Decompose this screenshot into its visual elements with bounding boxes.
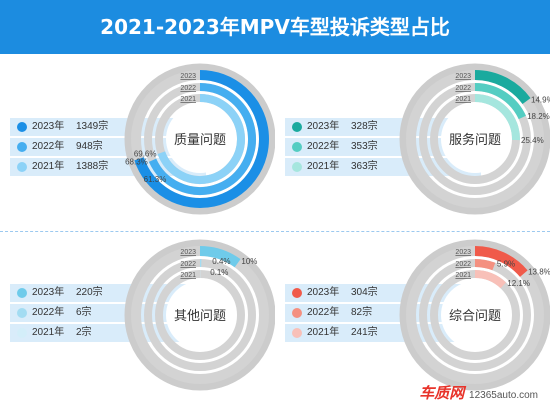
ring-arc-2023 [474,70,531,105]
legend-swatch [17,308,27,318]
percent-label: 12.1% [507,279,530,288]
legend-year: 2023年 [32,121,65,132]
legend-swatch [17,162,27,172]
ring-year-tag: 2021 [180,272,196,279]
legend-year: 2021年 [307,327,340,338]
legend-swatch [292,142,302,152]
ring-year-tag: 2023 [455,73,471,80]
ring-arc-2023 [134,70,269,208]
ring-year-tag: 2022 [180,85,196,92]
percent-label: 18.2% [527,112,550,121]
ring-year-tag: 2022 [455,261,471,268]
outer-track-ring [124,239,275,391]
percent-label: 13.8% [528,268,550,277]
legend-swatch [17,288,27,298]
site-logo: 车质网 12365auto.com [419,382,538,403]
ring-year-tag: 2022 [180,261,196,268]
legend-year: 2022年 [307,141,340,152]
chart-panel: 2023年 304宗 2022年 82宗 2021年 241宗 综合问题 2023 2022 20… [275,232,550,405]
center-label: 服务问题 [449,132,501,147]
ring-arc-2021 [157,94,245,184]
percent-label: 68.3% [125,158,148,167]
donut-chart: 其他问题 2023 2022 2021 10% 0.4% 0.1% [124,239,275,391]
legend-count: 1388宗 [76,161,109,172]
percent-label: 0.1% [210,268,228,277]
ring-year-tag: 2021 [455,272,471,279]
ring-year-tag: 2022 [455,85,471,92]
ring-year-tag: 2023 [180,249,196,256]
donut-center [441,105,509,173]
percent-label: 25.4% [521,136,544,145]
percent-label: 5.9% [497,260,515,269]
chart-panel: 2023年 328宗 2022年 353宗 2021年 363宗 服务问题 2023 2022 2… [275,56,550,229]
center-label: 质量问题 [174,132,226,147]
ring-arc-2022 [474,259,496,271]
legend-count: 353宗 [351,141,378,152]
ring-arc-2023 [474,246,528,277]
percent-label: 0.4% [212,257,230,266]
outer-track-ring [399,63,550,215]
donut-chart: 质量问题 2023 2022 2021 68.3%69.6% 61.3% [124,63,275,215]
legend-swatch [17,142,27,152]
donut-chart: 综合问题 2023 2022 2021 13.8% 5.9% 12.1% [399,239,550,391]
legend-swatch [292,162,302,172]
legend-year: 2021年 [32,327,65,338]
legend-count: 241宗 [351,327,378,338]
percent-label: 10% [241,257,257,266]
legend-year: 2021年 [307,161,340,172]
ring-arc-2022 [474,83,526,120]
legend-swatch [292,122,302,132]
legend-year: 2023年 [307,287,340,298]
donut-center [166,105,234,173]
ring-arc-2022 [148,83,256,195]
legend-count: 6宗 [76,307,92,318]
ring-year-tag: 2021 [455,96,471,103]
legend-swatch [292,328,302,338]
legend-swatch [17,328,27,338]
percent-label: 69.6% [134,150,157,159]
legend-swatch [292,288,302,298]
chart-title: 2021-2023年MPV车型投诉类型占比 [0,0,550,54]
legend-year: 2022年 [32,307,65,318]
chart-panel: 2023年 1349宗 2022年 948宗 2021年 1388宗 质量问题 2023 202… [0,56,275,229]
logo-brand: 车质网 [419,385,465,402]
ring-arc-2021 [474,270,507,289]
legend-count: 1349宗 [76,121,109,132]
outer-track-ring [399,239,550,391]
percent-label: 14.9% [531,95,550,104]
extra-percent-label: 61.3% [144,175,167,184]
legend-swatch [17,122,27,132]
chart-panel: 2023年 220宗 2022年 6宗 2021年 2宗 其他问题 2023 2022 2021 1… [0,232,275,405]
logo-site: 12365auto.com [469,390,538,401]
center-label: 综合问题 [449,308,501,323]
legend-count: 948宗 [76,141,103,152]
panel-divider [0,231,550,232]
legend-year: 2023年 [32,287,65,298]
legend-year: 2022年 [307,307,340,318]
ring-year-tag: 2023 [180,73,196,80]
legend-year: 2022年 [32,141,65,152]
donut-chart: 服务问题 2023 2022 2021 14.9% 18.2% 25.4% [399,63,550,215]
ring-year-tag: 2021 [180,96,196,103]
ring-year-tag: 2023 [455,249,471,256]
center-label: 其他问题 [174,308,226,323]
donut-center [166,281,234,349]
legend-year: 2021年 [32,161,65,172]
donut-center [441,281,509,349]
legend-count: 2宗 [76,327,92,338]
legend-count: 304宗 [351,287,378,298]
ring-arc-2021 [474,94,520,141]
outer-track-ring [124,63,275,215]
legend-count: 82宗 [351,307,373,318]
legend-year: 2023年 [307,121,340,132]
legend-count: 220宗 [76,287,103,298]
legend-swatch [292,308,302,318]
legend-count: 328宗 [351,121,378,132]
ring-arc-2023 [199,246,241,268]
legend-count: 363宗 [351,161,378,172]
